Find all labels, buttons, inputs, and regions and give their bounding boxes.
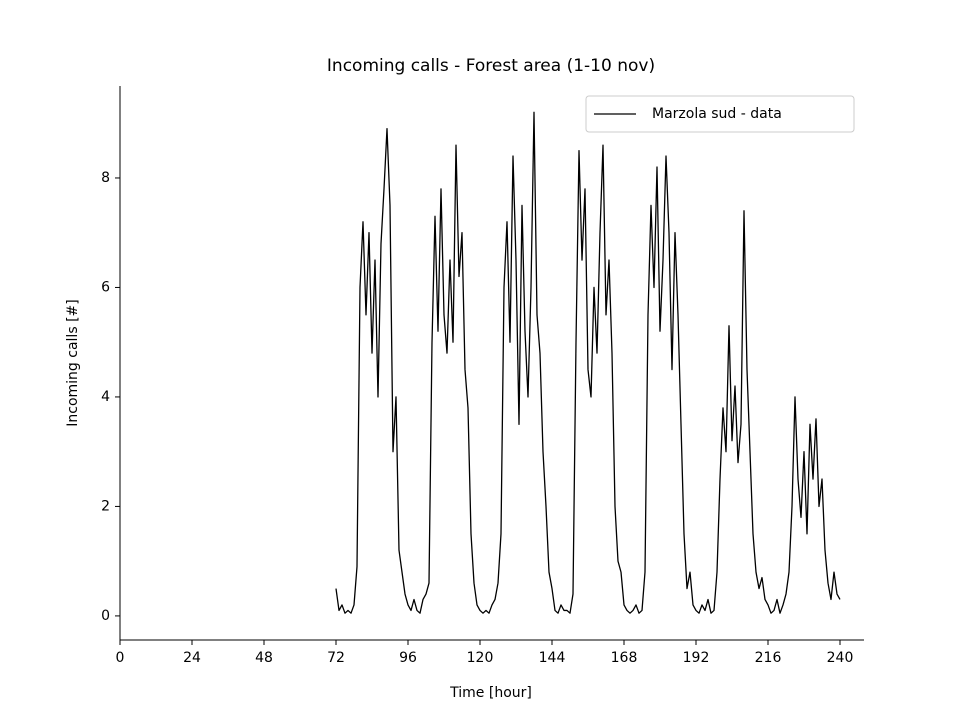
x-axis-label: Time [hour] xyxy=(449,685,532,701)
x-tick-label: 120 xyxy=(467,650,494,666)
y-tick-label: 0 xyxy=(101,608,110,624)
y-tick-label: 2 xyxy=(101,498,110,514)
x-tick-label: 216 xyxy=(755,650,782,666)
y-axis-label: Incoming calls [#] xyxy=(65,299,81,426)
y-tick-label: 8 xyxy=(101,170,110,186)
legend-label: Marzola sud - data xyxy=(652,106,782,122)
x-tick-label: 72 xyxy=(327,650,345,666)
legend-box xyxy=(585,95,855,133)
x-tick-label: 96 xyxy=(399,650,417,666)
x-tick-label: 24 xyxy=(183,650,201,666)
x-tick-label: 48 xyxy=(255,650,273,666)
y-tick-label: 4 xyxy=(101,389,110,405)
x-tick-label: 192 xyxy=(683,650,710,666)
data-line xyxy=(335,111,841,614)
x-tick-label: 0 xyxy=(116,650,125,666)
x-tick-label: 240 xyxy=(827,650,854,666)
chart-title: Incoming calls - Forest area (1-10 nov) xyxy=(327,56,655,76)
y-tick-label: 6 xyxy=(101,279,110,295)
x-tick-label: 144 xyxy=(539,650,566,666)
x-tick-label: 168 xyxy=(611,650,638,666)
